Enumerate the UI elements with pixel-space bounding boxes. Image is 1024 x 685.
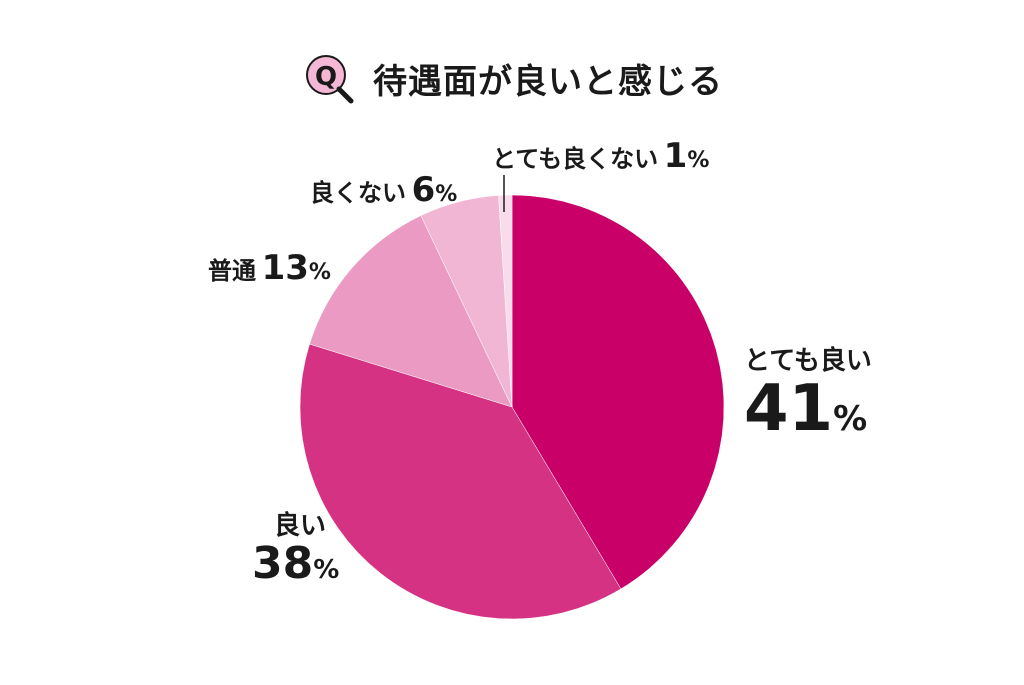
slice-label-good: 良い 38% (252, 505, 339, 586)
slice-label-average: 普通 13% (208, 248, 331, 288)
pie-slice-very-good (511, 194, 725, 590)
slice-label-average-name: 普通 (208, 257, 256, 285)
pie-slice-average (309, 215, 513, 408)
pie-slice-good (299, 343, 622, 620)
slice-label-good-unit: % (313, 555, 340, 585)
slice-label-very-bad-value: 1 (663, 136, 688, 176)
slice-label-very-bad-name: とても良くない (492, 145, 659, 173)
slice-label-good-name: 良い (274, 511, 327, 541)
question-magnifier-icon: Q (301, 49, 359, 107)
slice-label-very-good-value: 41 (744, 372, 834, 446)
slice-label-very-bad-unit: % (687, 148, 710, 173)
slice-label-good-value: 38 (252, 538, 314, 589)
slice-label-very-good-name: とても良い (744, 346, 872, 376)
slice-label-bad-value: 6 (411, 170, 436, 210)
slice-label-average-unit: % (308, 260, 331, 285)
slice-label-bad-name: 良くない (310, 179, 406, 207)
chart-title-row: Q 待遇面が良いと感じる (0, 48, 1024, 108)
slice-label-very-bad: とても良くない 1% (492, 136, 709, 176)
slice-label-average-value: 13 (261, 248, 309, 288)
chart-title: 待遇面が良いと感じる (373, 61, 723, 102)
pie-slice-very-bad (498, 194, 513, 408)
slice-label-bad: 良くない 6% (310, 170, 457, 210)
slice-label-bad-unit: % (435, 182, 458, 207)
slice-label-very-good-unit: % (833, 399, 868, 439)
slice-label-very-good: とても良い 41% (744, 340, 872, 441)
question-badge-letter: Q (315, 62, 337, 92)
